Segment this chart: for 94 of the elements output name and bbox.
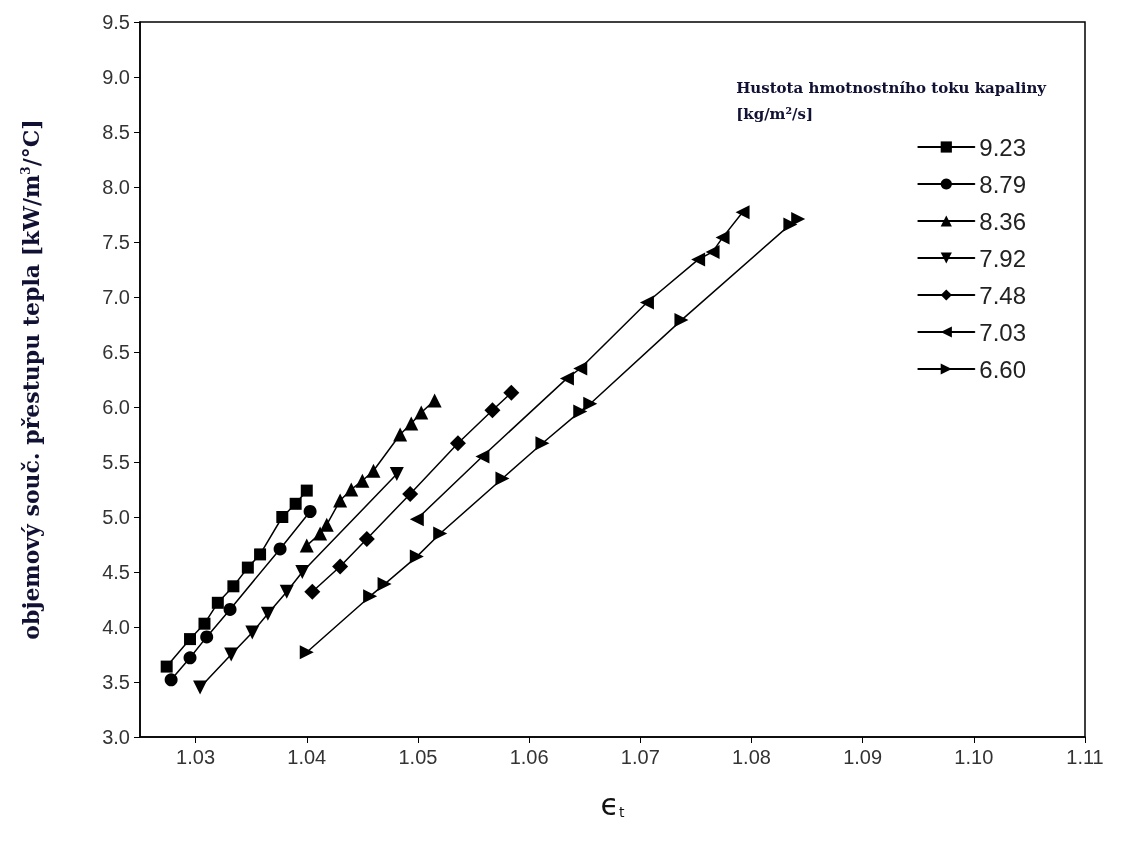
point <box>705 244 720 259</box>
point <box>484 402 501 419</box>
y-tick-label: 7.0 <box>102 286 130 308</box>
point <box>295 565 310 579</box>
point <box>573 404 588 419</box>
point <box>433 526 448 541</box>
y-tick-label: 6.0 <box>102 396 130 418</box>
point <box>299 645 314 660</box>
point <box>303 505 317 518</box>
point <box>184 633 197 646</box>
y-axis-title: objemový souč. přestupu tepla [kW/m3/°C] <box>18 119 44 640</box>
point <box>332 558 349 575</box>
point <box>289 497 302 510</box>
x-tick-label: 1.07 <box>620 746 660 768</box>
x-tick-label: 1.08 <box>732 746 771 768</box>
point <box>211 596 224 609</box>
point <box>363 589 378 604</box>
point <box>377 577 392 592</box>
point <box>358 531 375 547</box>
point <box>164 673 178 687</box>
point <box>393 427 408 442</box>
point <box>409 549 424 564</box>
x-tick-label: 1.03 <box>176 746 216 768</box>
y-tick-label: 9.0 <box>102 66 130 88</box>
x-tick-label: 1.10 <box>954 746 994 768</box>
y-tick-label: 8.0 <box>102 176 130 198</box>
point <box>691 252 706 267</box>
y-tick-label: 3.0 <box>102 726 130 748</box>
x-axis-title: ϵt <box>600 786 625 822</box>
point <box>299 538 314 553</box>
point <box>475 449 490 464</box>
point <box>559 371 574 386</box>
point <box>344 482 359 497</box>
point <box>227 580 240 593</box>
y-tick-label: 4.5 <box>102 561 130 583</box>
y-tick-label: 7.5 <box>102 231 130 253</box>
x-tick-label: 1.11 <box>1066 746 1104 768</box>
point <box>245 625 260 640</box>
point <box>583 396 598 411</box>
point <box>200 630 214 644</box>
point <box>573 361 588 376</box>
y-tick-label: 5.5 <box>102 451 130 473</box>
point <box>389 467 404 482</box>
point <box>254 548 267 561</box>
point <box>449 435 466 452</box>
y-tick-label: 3.5 <box>102 671 130 693</box>
point <box>300 484 313 497</box>
point <box>198 617 211 630</box>
point <box>735 205 750 220</box>
point <box>260 606 275 621</box>
y-tick-label: 8.5 <box>102 121 130 143</box>
legend-label: 7.92 <box>979 244 1027 272</box>
point <box>639 295 654 310</box>
point <box>224 647 239 662</box>
point <box>404 416 419 431</box>
point <box>715 230 730 245</box>
point <box>160 660 173 673</box>
point <box>427 393 442 408</box>
legend-label: 7.03 <box>979 318 1027 346</box>
point <box>495 471 510 486</box>
legend-label: 8.36 <box>979 207 1027 235</box>
point <box>402 485 419 502</box>
point <box>193 680 208 695</box>
legend-label: 6.60 <box>979 355 1027 383</box>
x-tick-label: 1.05 <box>398 746 438 768</box>
x-tick-label: 1.06 <box>509 746 549 768</box>
point <box>791 211 806 226</box>
y-tick-label: 4.0 <box>102 616 130 638</box>
y-tick-label: 9.5 <box>102 11 130 33</box>
point <box>304 583 321 600</box>
point <box>535 436 550 451</box>
point <box>273 542 287 556</box>
legend-label: 7.48 <box>979 281 1027 309</box>
point <box>503 384 520 401</box>
y-tick-label: 6.5 <box>102 341 130 363</box>
x-tick-label: 1.09 <box>843 746 883 768</box>
legend-label: 9.23 <box>979 133 1027 161</box>
point <box>313 526 328 541</box>
point <box>183 651 197 665</box>
point <box>414 405 429 420</box>
point <box>674 313 689 328</box>
point <box>355 473 370 488</box>
point <box>276 511 289 523</box>
x-tick-label: 1.04 <box>287 746 327 768</box>
point <box>319 517 334 532</box>
point <box>241 561 254 574</box>
point <box>223 602 237 616</box>
legend-title: Hustota hmotnostního toku kapaliny [kg/m²/s] <box>736 79 1048 123</box>
point <box>366 463 381 478</box>
point <box>409 512 424 527</box>
y-tick-label: 5.0 <box>102 506 130 528</box>
point <box>279 584 294 599</box>
point <box>333 493 348 508</box>
legend-label: 8.79 <box>979 170 1027 198</box>
